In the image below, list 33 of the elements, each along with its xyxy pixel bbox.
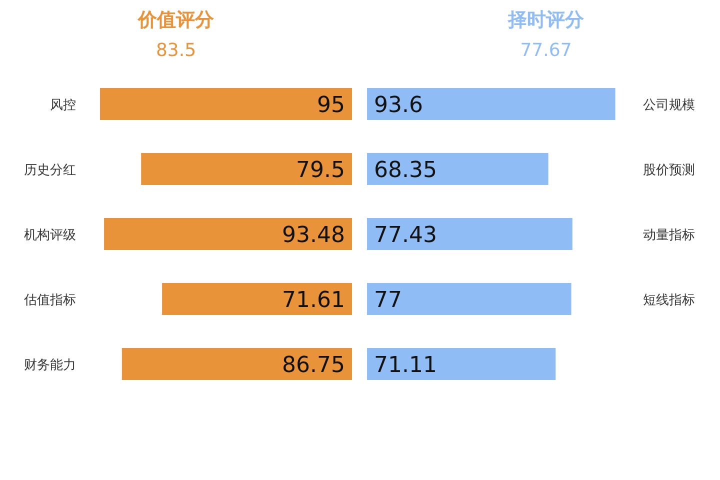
data-label: 86.75 bbox=[282, 353, 345, 378]
data-label: 71.11 bbox=[374, 353, 437, 378]
y-tick-label: 历史分红 bbox=[24, 163, 76, 178]
data-label: 93.6 bbox=[374, 93, 423, 118]
bar bbox=[162, 283, 352, 315]
y-tick-label: 公司规模 bbox=[643, 98, 695, 113]
bar bbox=[367, 283, 572, 315]
bar bbox=[122, 348, 352, 380]
y-tick-label: 股价预测 bbox=[643, 163, 695, 178]
data-label: 68.35 bbox=[374, 158, 437, 183]
data-label: 79.5 bbox=[296, 158, 345, 183]
chart-subtitle: 83.5 bbox=[156, 40, 196, 61]
chart-subtitle: 77.67 bbox=[520, 40, 572, 61]
bar bbox=[367, 348, 556, 380]
bar bbox=[100, 88, 352, 120]
data-label: 95 bbox=[317, 93, 345, 118]
data-label: 93.48 bbox=[282, 223, 345, 248]
data-label: 77.43 bbox=[374, 223, 437, 248]
chart-title: 择时评分 bbox=[507, 9, 585, 31]
bar bbox=[104, 218, 352, 250]
y-tick-label: 动量指标 bbox=[643, 228, 695, 243]
chart-title: 价值评分 bbox=[137, 9, 215, 31]
bar bbox=[367, 218, 572, 250]
y-tick-label: 短线指标 bbox=[643, 293, 695, 308]
y-tick-label: 财务能力 bbox=[24, 358, 76, 373]
y-tick-label: 估值指标 bbox=[23, 293, 76, 308]
bar bbox=[367, 88, 616, 120]
bar bbox=[141, 153, 352, 185]
data-label: 77 bbox=[374, 288, 402, 313]
bar bbox=[367, 153, 548, 185]
y-tick-label: 机构评级 bbox=[24, 228, 76, 243]
data-label: 71.61 bbox=[282, 288, 345, 313]
y-tick-label: 风控 bbox=[50, 98, 76, 113]
